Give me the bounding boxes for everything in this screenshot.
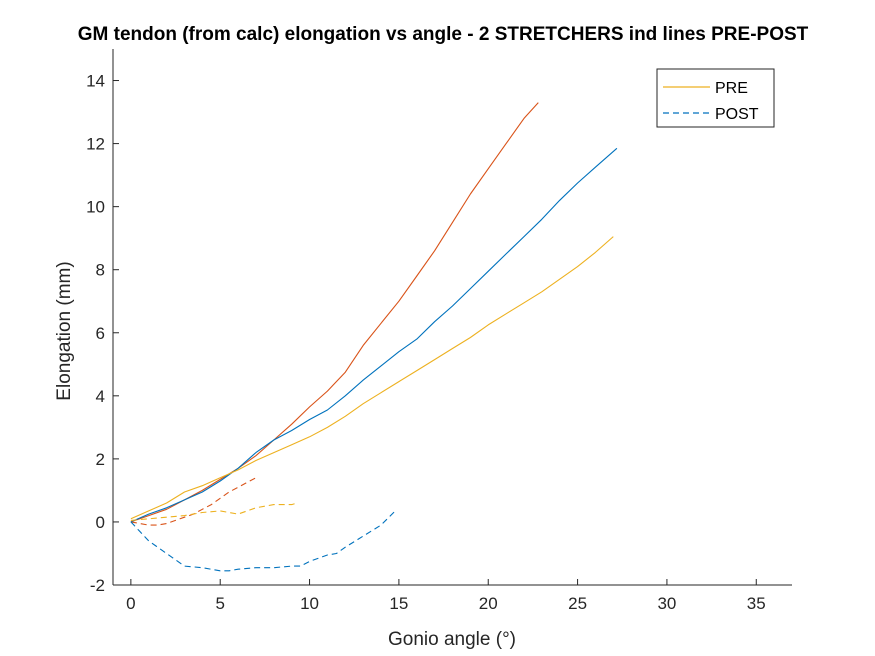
- series-layer: [130, 102, 618, 572]
- x-tick-label: 30: [657, 594, 676, 613]
- y-tick-label: 12: [86, 135, 105, 154]
- y-axis-label: Elongation (mm): [54, 261, 75, 400]
- plot-background: [113, 49, 792, 585]
- chart-title: GM tendon (from calc) elongation vs angl…: [78, 24, 809, 45]
- series-line-1-solid: [130, 147, 618, 523]
- series-line-5-dashed: [130, 510, 396, 572]
- x-tick-label: 0: [126, 594, 135, 613]
- x-tick-label: 15: [389, 594, 408, 613]
- y-tick-label: 2: [96, 450, 105, 469]
- y-tick-label: 8: [96, 261, 105, 280]
- x-tick-label: 5: [215, 594, 224, 613]
- y-tick-label: 0: [96, 513, 105, 532]
- y-tick-label: 6: [96, 324, 105, 343]
- x-tick-label: 25: [568, 594, 587, 613]
- x-axis-label: Gonio angle (°): [388, 629, 516, 650]
- y-tick-label: 4: [96, 387, 105, 406]
- series-line-4-dashed: [130, 502, 298, 521]
- y-tick-label: 14: [86, 72, 105, 91]
- plot-area: [112, 49, 792, 586]
- x-tick-label: 35: [747, 594, 766, 613]
- series-line-2-solid: [130, 236, 614, 520]
- legend-box: [656, 68, 775, 128]
- axis-ticks: 0 5 10 15 20 25 30 35 -2 0 2 4 6 8 10 12 14: [86, 72, 766, 613]
- x-tick-label: 10: [300, 594, 319, 613]
- legend-label-pre: PRE: [715, 80, 748, 97]
- legend-label-post: POST: [715, 106, 759, 123]
- series-line-0-solid: [130, 102, 539, 523]
- y-tick-label: -2: [90, 576, 105, 595]
- x-tick-label: 20: [479, 594, 498, 613]
- y-tick-label: 10: [86, 198, 105, 217]
- legend: PRE POST: [656, 68, 775, 128]
